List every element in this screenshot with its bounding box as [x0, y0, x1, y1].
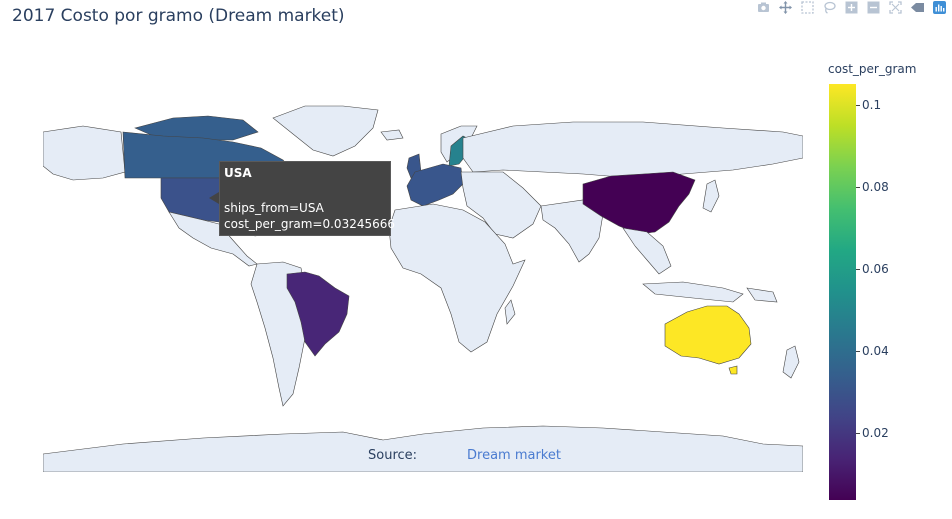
colorbar-tick: 0.02 — [862, 426, 889, 440]
zoom-out-icon[interactable] — [867, 1, 880, 14]
region-madagascar — [504, 299, 516, 325]
pan-icon[interactable] — [779, 0, 792, 14]
chart-title: 2017 Costo por gramo (Dream market) — [12, 6, 345, 26]
region-africa — [388, 203, 526, 353]
lasso-icon[interactable] — [823, 1, 836, 14]
colorbar-tickmark — [856, 433, 860, 434]
source-link[interactable]: Dream market — [467, 448, 561, 463]
zoom-in-icon[interactable] — [845, 1, 858, 14]
modebar — [757, 0, 946, 14]
box-select-icon[interactable] — [801, 0, 814, 14]
colorbar-tick: 0.1 — [862, 98, 882, 112]
region-middle-east — [460, 171, 542, 239]
region-southeast-asia — [622, 227, 672, 275]
tooltip-ships-from: ships_from=USA — [224, 201, 324, 215]
region-tasmania — [728, 365, 738, 375]
region-europe — [406, 163, 464, 207]
region-mexico — [168, 211, 258, 267]
region-china — [582, 171, 696, 235]
colorbar — [829, 84, 856, 500]
hover-icon[interactable] — [911, 1, 924, 14]
region-greenland — [272, 105, 379, 157]
tooltip-pointer — [209, 192, 219, 204]
colorbar-tickmark — [856, 105, 860, 106]
colorbar-tick: 0.08 — [862, 180, 889, 194]
autoscale-icon[interactable] — [889, 0, 902, 14]
region-antarctica — [43, 425, 803, 472]
source-label: Source: — [368, 448, 418, 463]
camera-icon[interactable] — [757, 1, 770, 14]
region-russia — [462, 121, 803, 179]
region-iceland — [380, 129, 404, 141]
colorbar-tickmark — [856, 187, 860, 188]
region-png — [746, 287, 778, 303]
colorbar-tick: 0.06 — [862, 262, 889, 276]
region-new-zealand — [782, 345, 800, 379]
world-map[interactable] — [43, 88, 803, 472]
region-brazil — [286, 271, 350, 357]
colorbar-tickmark — [856, 269, 860, 270]
region-japan — [702, 179, 720, 213]
colorbar-tick: 0.04 — [862, 344, 889, 358]
region-indonesia — [642, 281, 744, 303]
region-australia — [664, 305, 752, 365]
region-alaska — [43, 125, 126, 181]
plotly-logo-icon[interactable] — [933, 0, 946, 14]
tooltip-title: USA — [224, 166, 252, 180]
hover-tooltip: USA ships_from=USA cost_per_gram=0.03245… — [219, 161, 395, 236]
colorbar-tickmark — [856, 351, 860, 352]
tooltip-cost: cost_per_gram=0.03245666 — [224, 217, 396, 231]
colorbar-title: cost_per_gram — [828, 62, 917, 76]
